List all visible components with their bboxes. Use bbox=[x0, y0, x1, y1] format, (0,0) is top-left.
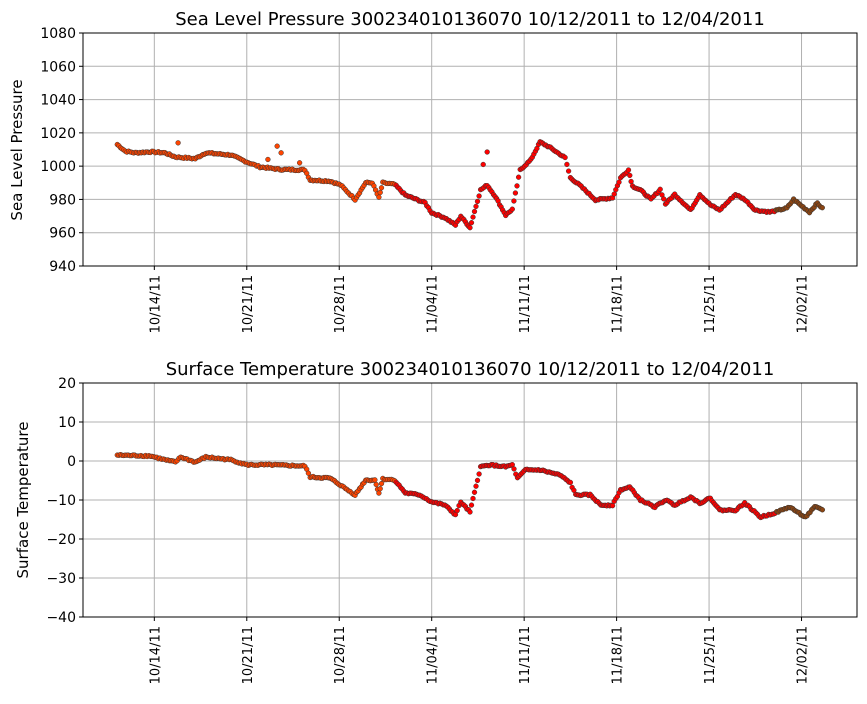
data-point bbox=[819, 507, 826, 513]
data-point bbox=[471, 489, 478, 495]
y-tick-label: −20 bbox=[46, 532, 76, 548]
data-series bbox=[114, 139, 825, 231]
data-point bbox=[372, 477, 378, 483]
data-point bbox=[511, 198, 517, 204]
y-axis-label: Surface Temperature bbox=[14, 422, 32, 579]
x-tick-label: 11/25/11 bbox=[703, 275, 718, 333]
x-tick-label: 11/11/11 bbox=[518, 626, 533, 684]
data-point bbox=[470, 495, 476, 502]
plot-frame bbox=[82, 382, 858, 618]
data-point bbox=[625, 167, 632, 173]
data-point bbox=[376, 490, 382, 496]
outlier-point bbox=[484, 149, 490, 155]
y-tick-label: 1020 bbox=[40, 126, 76, 142]
x-tick-label: 10/28/11 bbox=[333, 275, 348, 333]
data-point bbox=[470, 214, 476, 220]
data-point bbox=[609, 503, 616, 509]
data-point bbox=[564, 161, 570, 168]
data-point bbox=[474, 477, 481, 484]
data-point bbox=[474, 198, 481, 205]
x-tick-label: 11/11/11 bbox=[518, 275, 533, 333]
data-point bbox=[468, 502, 475, 508]
data-point bbox=[562, 154, 568, 161]
data-point bbox=[467, 509, 473, 515]
data-point bbox=[467, 225, 473, 231]
chart-title: Surface Temperature 300234010136070 10/1… bbox=[166, 359, 775, 380]
outlier-point bbox=[175, 140, 181, 146]
data-point bbox=[509, 206, 515, 212]
y-tick-label: 1080 bbox=[40, 26, 76, 42]
x-tick-label: 10/14/11 bbox=[148, 275, 163, 333]
x-tick-label: 11/25/11 bbox=[703, 626, 718, 684]
y-tick-label: 960 bbox=[49, 226, 76, 242]
data-point bbox=[661, 196, 667, 202]
data-point bbox=[468, 220, 475, 226]
y-tick-label: 20 bbox=[58, 376, 76, 392]
y-tick-label: −10 bbox=[46, 493, 76, 509]
x-tick-label: 11/04/11 bbox=[426, 275, 441, 333]
data-point bbox=[471, 208, 478, 215]
plot-frame bbox=[82, 32, 858, 267]
data-point bbox=[512, 190, 519, 196]
data-point bbox=[567, 479, 574, 486]
y-tick-label: 1040 bbox=[40, 93, 76, 109]
data-point bbox=[473, 483, 479, 489]
data-point bbox=[627, 172, 633, 179]
x-tick-label: 10/14/11 bbox=[148, 626, 163, 684]
data-point bbox=[819, 205, 825, 211]
y-tick-label: 980 bbox=[49, 192, 76, 208]
data-point bbox=[511, 466, 517, 472]
outlier-point bbox=[296, 160, 303, 166]
data-point bbox=[565, 168, 572, 174]
data-point bbox=[376, 194, 382, 200]
outlier-point bbox=[480, 161, 486, 168]
sea-level-pressure-plot: Sea Level Pressure 300234010136070 10/12… bbox=[8, 9, 858, 333]
y-tick-label: 1000 bbox=[40, 159, 76, 175]
x-tick-label: 12/02/11 bbox=[796, 275, 811, 333]
outlier-point bbox=[274, 143, 280, 149]
y-tick-label: 940 bbox=[49, 259, 76, 275]
data-point bbox=[611, 191, 617, 197]
y-tick-label: −30 bbox=[46, 571, 76, 587]
surface-temperature-plot: Surface Temperature 300234010136070 10/1… bbox=[14, 359, 858, 684]
outlier-point bbox=[278, 150, 284, 156]
data-point bbox=[616, 179, 622, 185]
x-tick-label: 10/28/11 bbox=[333, 626, 348, 684]
data-point bbox=[515, 174, 522, 180]
data-point bbox=[378, 185, 385, 191]
data-point bbox=[378, 480, 385, 487]
y-tick-label: 0 bbox=[67, 454, 76, 470]
x-tick-label: 11/04/11 bbox=[426, 626, 441, 684]
data-point bbox=[377, 486, 383, 492]
x-tick-label: 10/21/11 bbox=[241, 626, 256, 684]
data-point bbox=[473, 203, 479, 210]
data-point bbox=[628, 178, 634, 185]
data-point bbox=[476, 193, 482, 199]
y-axis-label: Sea Level Pressure bbox=[8, 79, 26, 220]
data-point bbox=[377, 189, 383, 196]
x-tick-label: 11/18/11 bbox=[611, 275, 626, 333]
data-point bbox=[476, 471, 482, 477]
data-point bbox=[454, 507, 460, 514]
data-point bbox=[373, 481, 379, 488]
chart-title: Sea Level Pressure 300234010136070 10/12… bbox=[175, 9, 765, 30]
data-point bbox=[657, 186, 663, 192]
x-tick-label: 10/21/11 bbox=[241, 275, 256, 333]
data-point bbox=[514, 183, 520, 189]
x-tick-label: 12/02/11 bbox=[796, 626, 811, 684]
y-tick-label: 10 bbox=[58, 415, 76, 431]
y-tick-label: −40 bbox=[46, 610, 76, 626]
outlier-point bbox=[265, 156, 271, 163]
y-tick-label: 1060 bbox=[40, 59, 76, 75]
x-tick-label: 11/18/11 bbox=[611, 626, 626, 684]
data-series bbox=[114, 451, 826, 521]
